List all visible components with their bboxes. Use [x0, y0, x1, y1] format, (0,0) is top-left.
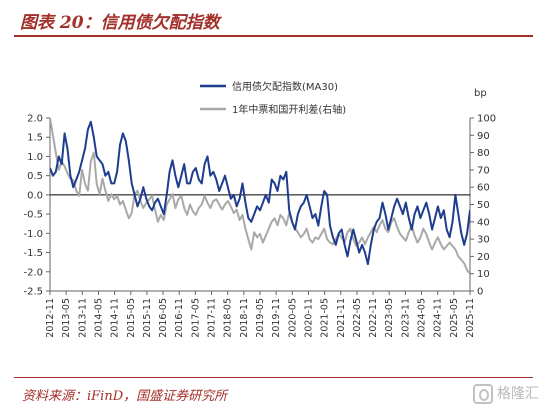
watermark-logo-icon	[473, 384, 493, 404]
x-tick-label: 2023-05	[384, 298, 395, 338]
left-tick-label: -1.5	[23, 248, 43, 259]
left-tick-label: -2.5	[23, 287, 43, 298]
x-tick-label: 2019-11	[271, 298, 282, 338]
watermark-text: 格隆汇	[497, 386, 539, 402]
x-tick-label: 2018-11	[239, 298, 250, 338]
x-tick-label: 2014-11	[110, 298, 121, 338]
right-tick-label: 10	[477, 269, 490, 280]
x-tick-label: 2015-05	[126, 298, 137, 338]
series-line-credit-bond-index	[50, 120, 470, 266]
legend-label: 1年中票和国开利差(右轴)	[232, 103, 346, 116]
right-axis-unit-label: bp	[474, 88, 487, 99]
source-note: 资料来源：iFinD，国盛证券研究所	[22, 389, 228, 404]
chart-area: 2.0 1.5 1.0 0.5 0.0 -0.5 -1.0 -1.5 -2.0 -2.5 100 90…	[0, 40, 547, 370]
x-tick-label: 2014-05	[93, 298, 104, 338]
footer-divider	[14, 377, 533, 378]
x-tick-label: 2022-05	[352, 298, 363, 338]
right-tick-label: 20	[477, 252, 490, 263]
x-tick-label: 2017-11	[207, 298, 218, 338]
right-tick-label: 30	[477, 235, 490, 246]
x-tick-label: 2015-11	[142, 298, 153, 338]
right-tick-label: 100	[477, 114, 496, 125]
x-tick-label: 2012-11	[45, 298, 56, 338]
left-tick-label: -1.0	[23, 229, 43, 240]
page-title: 图表 20：信用债欠配指数	[20, 13, 220, 33]
right-tick-label: 70	[477, 165, 490, 176]
series-line-spread	[50, 118, 470, 275]
left-tick-label: -2.0	[23, 267, 43, 278]
x-tick-label: 2025-11	[465, 298, 476, 338]
x-tick-label: 2013-11	[77, 298, 88, 338]
left-tick-label: -0.5	[23, 210, 43, 221]
right-tick-label: 0	[477, 287, 483, 298]
x-tick-label: 2021-05	[320, 298, 331, 338]
x-tick-label: 2018-05	[223, 298, 234, 338]
x-tick-label: 2021-11	[336, 298, 347, 338]
x-tick-label: 2022-11	[368, 298, 379, 338]
x-tick-label: 2024-05	[417, 298, 428, 338]
x-tick-label: 2023-11	[400, 298, 411, 338]
x-tick-label: 2020-11	[303, 298, 314, 338]
line-chart: 2.01.51.00.50.0-0.5-1.0-1.5-2.0-2.510090…	[23, 80, 496, 338]
left-tick-label: 0.0	[27, 190, 43, 201]
left-tick-label: 1.0	[27, 152, 43, 163]
left-tick-label: 2.0	[27, 114, 43, 125]
right-tick-label: 80	[477, 148, 490, 159]
legend-label: 信用债欠配指数(MA30)	[232, 80, 338, 93]
source-footer: 资料来源：iFinD，国盛证券研究所	[14, 377, 533, 413]
x-tick-label: 2017-05	[190, 298, 201, 338]
watermark: 格隆汇	[473, 383, 539, 404]
left-tick-label: 1.5	[27, 133, 43, 144]
x-tick-label: 2024-11	[433, 298, 444, 338]
right-tick-label: 50	[477, 200, 490, 211]
header: 图表 20：信用债欠配指数	[0, 0, 547, 37]
x-tick-label: 2020-05	[287, 298, 298, 338]
header-divider	[14, 35, 533, 37]
x-tick-label: 2019-05	[255, 298, 266, 338]
right-tick-label: 60	[477, 183, 490, 194]
x-tick-label: 2016-05	[158, 298, 169, 338]
x-tick-label: 2016-11	[174, 298, 185, 338]
right-tick-label: 40	[477, 217, 490, 228]
x-tick-label: 2025-05	[449, 298, 460, 338]
right-tick-label: 90	[477, 131, 490, 142]
left-tick-label: 0.5	[27, 171, 43, 182]
x-tick-label: 2013-05	[61, 298, 72, 338]
